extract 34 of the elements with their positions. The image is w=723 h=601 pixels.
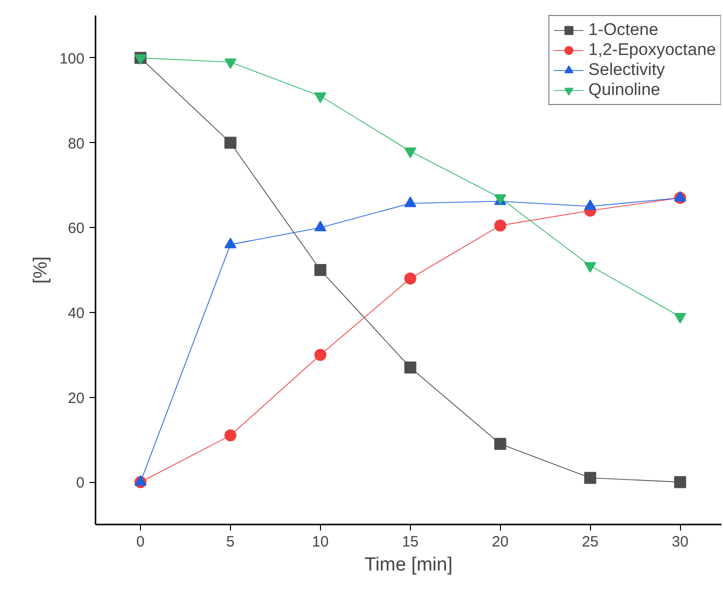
point — [404, 362, 416, 374]
legend-label: Selectivity — [588, 60, 665, 80]
y-tick-label: 20 — [68, 390, 85, 407]
point — [224, 136, 236, 149]
x-tick-label: 25 — [582, 534, 599, 550]
x-tick-label: 10 — [312, 534, 329, 550]
point — [314, 264, 326, 276]
point — [674, 476, 686, 488]
x-tick-label: 20 — [492, 534, 509, 550]
point — [404, 196, 416, 208]
legend-label: 1,2-Epoxyoctane — [588, 40, 716, 60]
y-tick-label: 60 — [68, 220, 85, 238]
legend-label: Quinoline — [588, 80, 660, 100]
x-tick-label: 15 — [402, 534, 419, 550]
point — [134, 475, 146, 486]
y-axis-title: [%] — [30, 256, 52, 284]
x-tick-label: 30 — [672, 534, 688, 550]
point — [584, 200, 596, 210]
point — [584, 472, 596, 484]
point — [314, 348, 326, 361]
y-tick-label: 40 — [68, 304, 85, 322]
point — [494, 219, 506, 232]
point — [314, 220, 326, 232]
x-axis-title: Time [min] — [364, 554, 452, 576]
point — [404, 272, 416, 284]
point — [494, 438, 506, 450]
legend-label: 1-Octene — [588, 20, 658, 40]
y-tick-label: 0 — [76, 474, 84, 492]
x-tick-label: 5 — [226, 534, 235, 550]
point — [224, 238, 236, 248]
y-tick-label: 80 — [68, 135, 85, 152]
point — [224, 429, 236, 442]
y-tick-label: 100 — [59, 50, 85, 68]
x-tick-label: 0 — [136, 534, 145, 550]
